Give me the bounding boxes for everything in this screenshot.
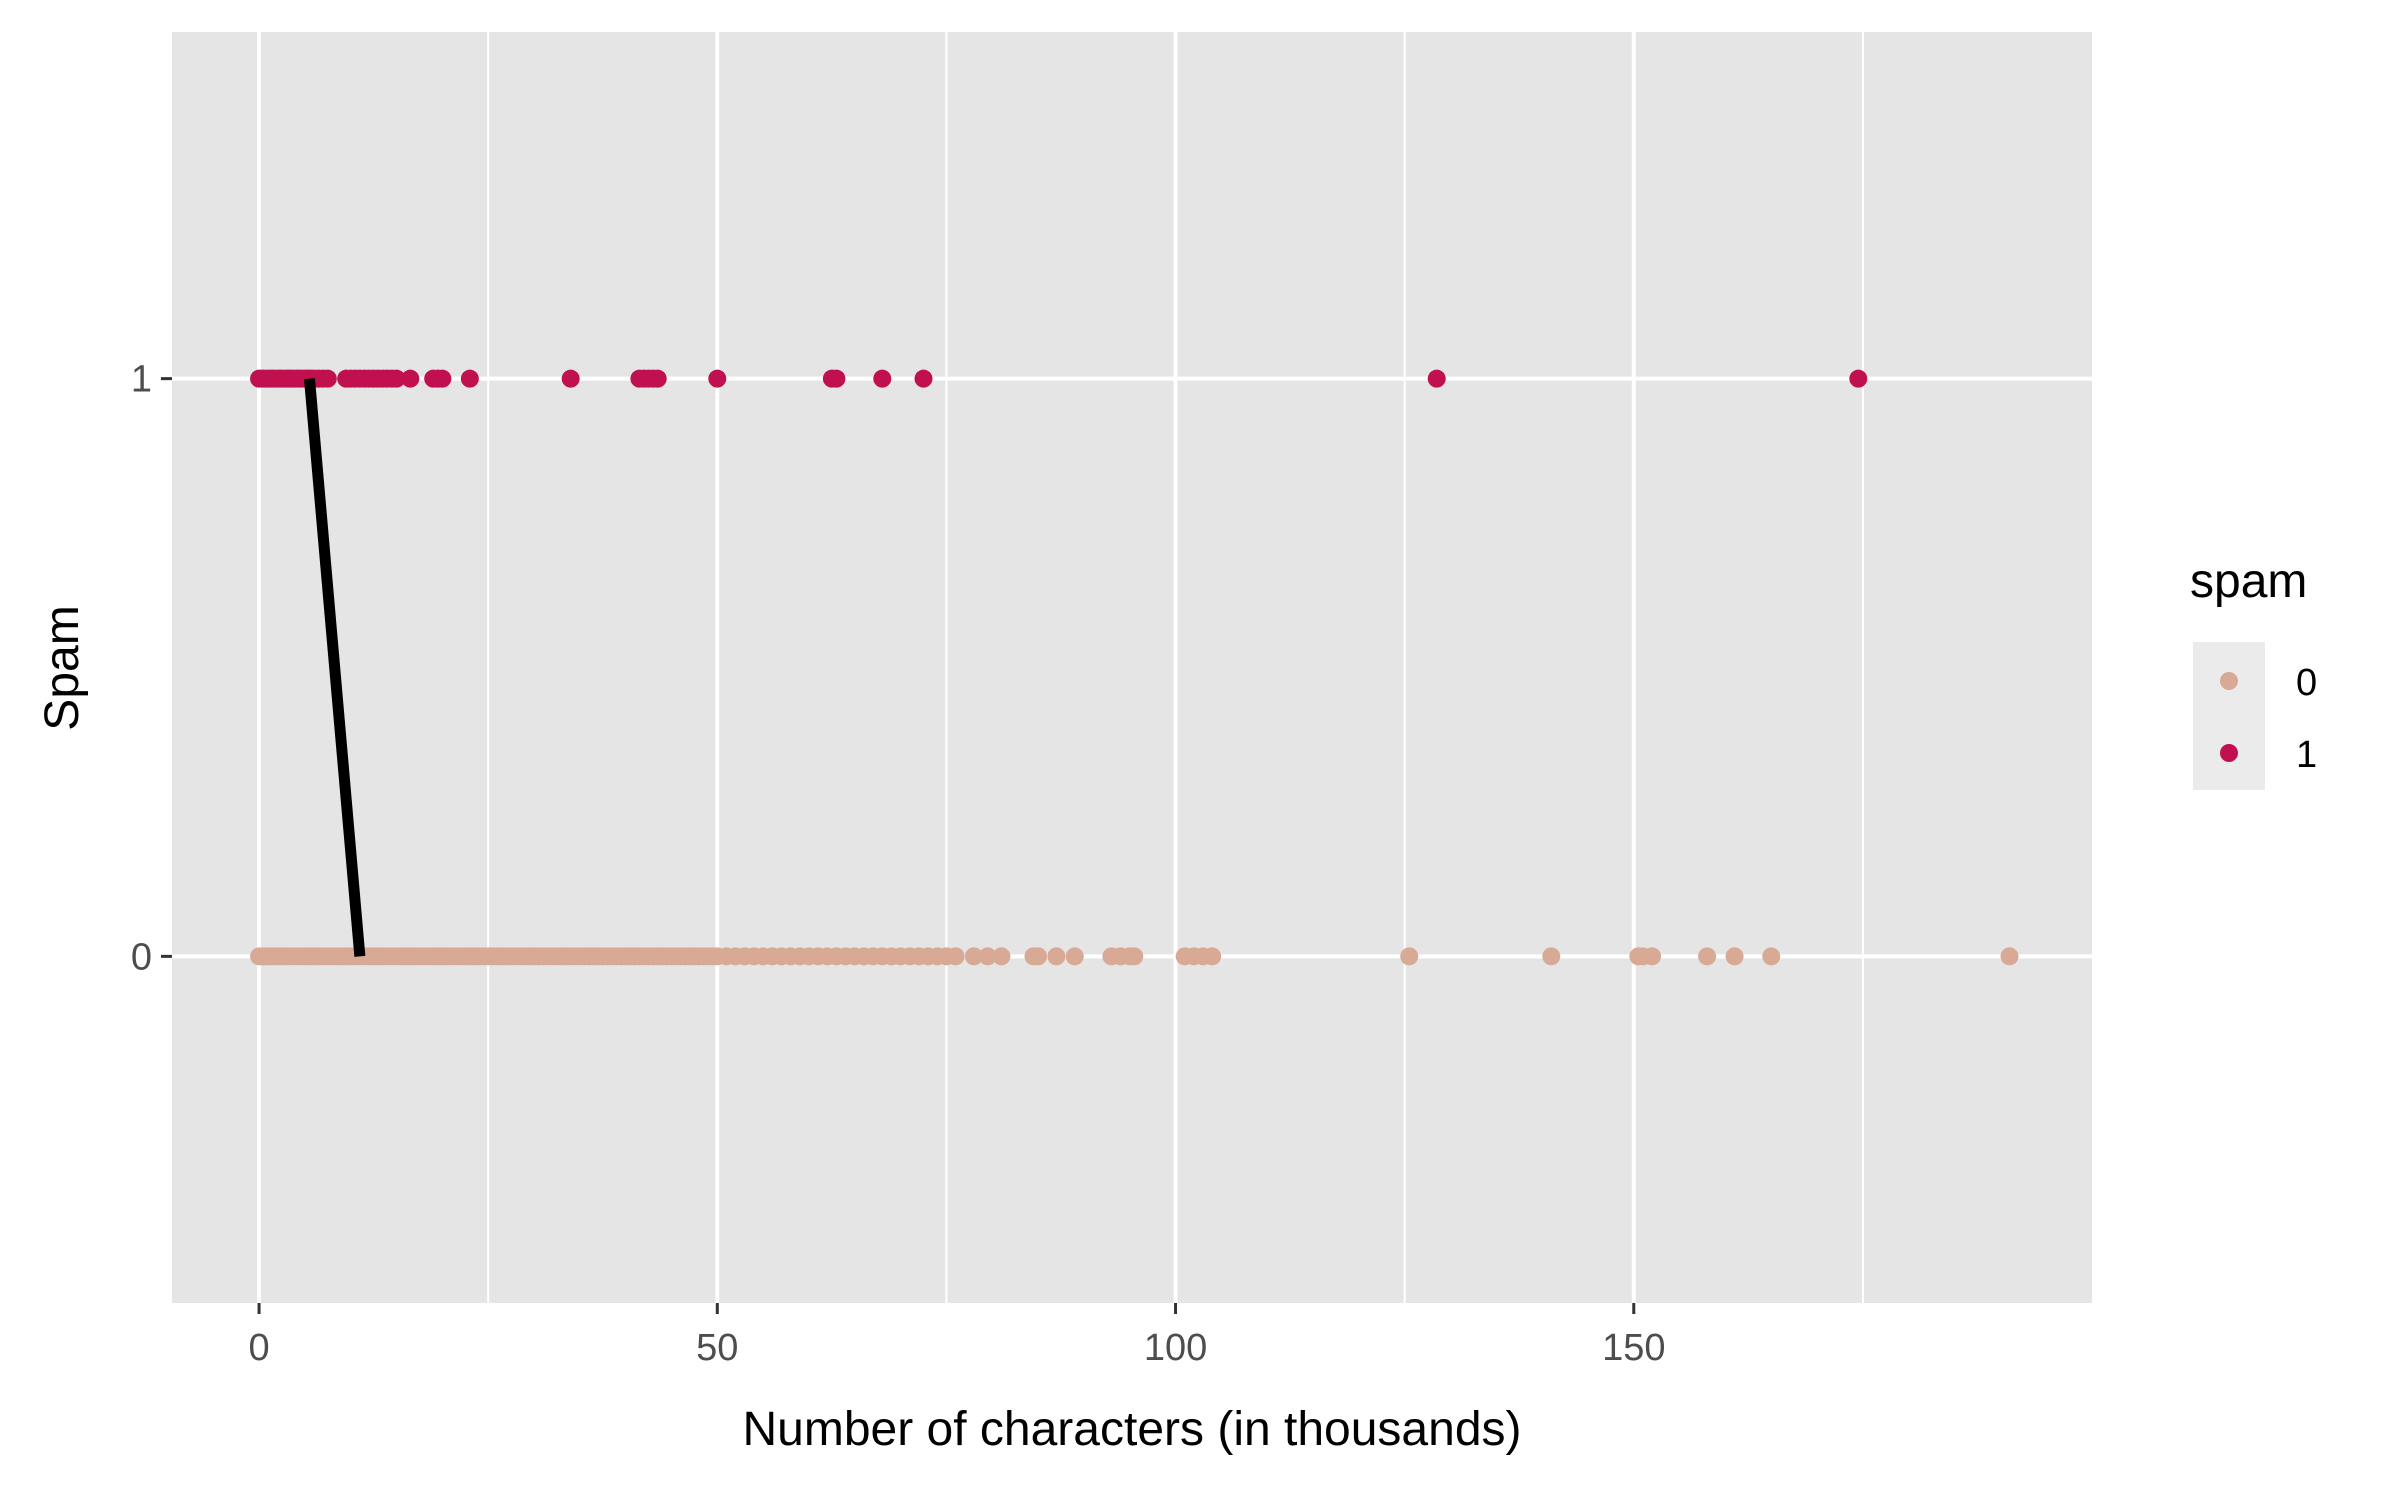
data-point (827, 369, 846, 388)
data-point (1047, 947, 1066, 966)
fit-line (303, 378, 366, 957)
data-point (433, 369, 452, 388)
y-axis-title: Spam (36, 605, 89, 730)
x-tick-label: 50 (696, 1327, 738, 1369)
x-tick-label: 0 (248, 1327, 269, 1369)
plot-panel (172, 32, 2092, 1303)
data-point (978, 947, 997, 966)
data-point (964, 947, 983, 966)
data-point (1698, 947, 1717, 966)
data-point (1029, 947, 1048, 966)
data-point (873, 369, 892, 388)
fit-line-layer (303, 378, 366, 957)
y-tick-label: 1 (131, 359, 152, 401)
data-point (318, 369, 337, 388)
legend-title: spam (2190, 555, 2307, 608)
legend: spam 0 1 (2190, 555, 2317, 790)
legend-key-1 (2220, 744, 2238, 762)
data-point (387, 369, 406, 388)
data-point (1400, 947, 1419, 966)
data-point (1065, 947, 1084, 966)
data-point (1849, 369, 1868, 388)
x-tick-label: 150 (1602, 1327, 1665, 1369)
data-point (401, 369, 420, 388)
axes: 0 50 100 150 0 1 (131, 359, 1666, 1369)
data-point (992, 947, 1011, 966)
data-point (1125, 947, 1144, 966)
legend-label-0: 0 (2296, 662, 2317, 704)
data-point (1203, 947, 1222, 966)
x-axis-title: Number of characters (in thousands) (742, 1403, 1521, 1456)
data-point (1762, 947, 1781, 966)
data-point (946, 947, 965, 966)
legend-key-background (2193, 642, 2265, 790)
x-tick-label: 100 (1144, 1327, 1207, 1369)
legend-label-1: 1 (2296, 734, 2317, 776)
data-point (1643, 947, 1662, 966)
data-point (460, 369, 479, 388)
y-tick-label: 0 (131, 936, 152, 978)
data-point (1427, 369, 1446, 388)
series-0 (250, 947, 2019, 966)
data-point (1542, 947, 1561, 966)
data-point (648, 369, 667, 388)
series-1 (250, 369, 1868, 388)
data-point (708, 369, 727, 388)
legend-key-0 (2220, 672, 2238, 690)
data-point (914, 369, 933, 388)
data-point (2000, 947, 2019, 966)
data-point (1725, 947, 1744, 966)
data-points (250, 369, 2019, 966)
data-point (561, 369, 580, 388)
